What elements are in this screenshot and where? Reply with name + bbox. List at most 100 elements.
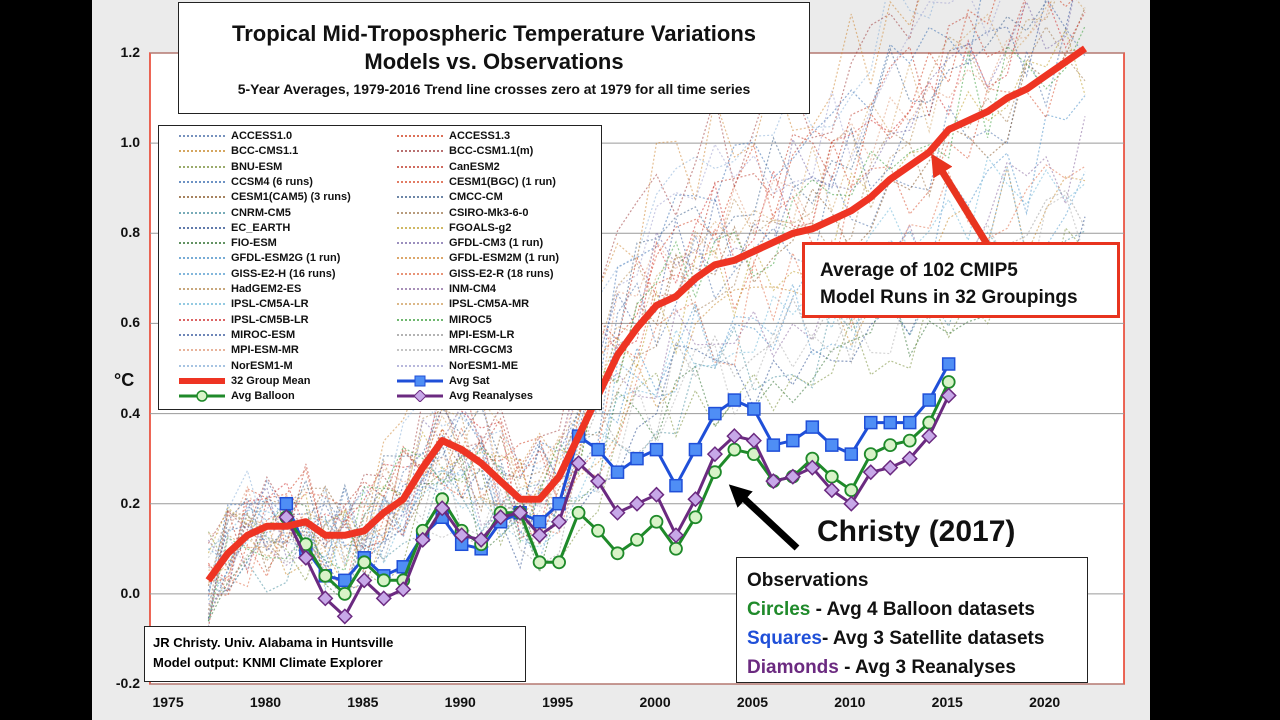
y-tick-label: 0.4 [120, 404, 140, 421]
legend-item: Avg Balloon [179, 389, 295, 403]
legend-swatch [397, 135, 443, 137]
legend-item: MPI-ESM-MR [179, 343, 299, 357]
model-run-line [207, 0, 920, 615]
model-run-line [208, 0, 1086, 582]
squares-key: Squares [747, 628, 822, 649]
balloon-point [902, 433, 917, 448]
legend-swatch [397, 242, 443, 244]
reanalysis-point [395, 581, 412, 598]
observations-circles: Circles - Avg 4 Balloon datasets [747, 595, 1077, 624]
legend-swatch [397, 288, 443, 290]
balloon-point [649, 514, 664, 529]
x-tick-label: 2015 [931, 694, 963, 710]
reanalysis-point [297, 549, 314, 566]
legend-item: MIROC-ESM [179, 328, 295, 342]
balloon-point [337, 586, 352, 601]
circles-key: Circles [747, 599, 811, 620]
balloon-point [318, 568, 333, 583]
sat-point [941, 357, 956, 371]
sat-point [747, 402, 761, 416]
reanalysis-point [823, 482, 840, 499]
balloon-point [532, 555, 547, 570]
model-run-line [207, 7, 1086, 587]
reanalysis-point [609, 504, 626, 521]
balloon-point [863, 447, 878, 462]
reanalysis-point [414, 531, 431, 548]
legend-swatch [397, 211, 443, 214]
reanalysis-point [901, 450, 918, 467]
chart-plot [149, 0, 1125, 685]
legend-swatch [397, 227, 443, 229]
legend-item: BCC-CSM1.1(m) [397, 144, 533, 158]
reanalysis-point [862, 464, 879, 481]
circles-text: - Avg 4 Balloon datasets [810, 599, 1035, 620]
chart-caption: 5-Year Averages, 1979-2016 Trend line cr… [237, 81, 751, 97]
legend-item: IPSL-CM5A-MR [397, 297, 529, 311]
balloon-point [591, 523, 605, 538]
legend-swatch [179, 349, 225, 351]
legend-item: CNRM-CM5 [179, 206, 291, 220]
legend-swatch [179, 272, 225, 275]
legend-swatch [179, 364, 225, 367]
reanalysis-point [531, 527, 548, 544]
credit-line2: Model output: KNMI Climate Explorer [153, 655, 383, 670]
sat-point [766, 438, 781, 452]
model-average-line1: Average of 102 CMIP5 [820, 260, 1018, 281]
legend-swatch [397, 196, 443, 198]
model-run-line [207, 26, 1086, 622]
balloon-point [630, 532, 644, 547]
legend-item: NorESM1-M [179, 359, 293, 373]
x-tick-label: 2005 [736, 694, 769, 710]
x-tick-label: 2020 [1029, 694, 1061, 710]
legend-swatch [179, 181, 225, 183]
sat-point [844, 447, 859, 461]
legend-item: NorESM1-ME [397, 359, 518, 373]
x-tick-label: 1990 [444, 694, 476, 710]
sat-point [630, 451, 644, 466]
reanalysis-point [336, 608, 353, 625]
legend-swatch [179, 334, 225, 336]
reanalysis-point [745, 432, 762, 449]
legend-item: CMCC-CM [397, 190, 503, 204]
y-tick-label: 1.0 [120, 134, 140, 151]
observations-diamonds: Diamonds - Avg 3 Reanalyses [747, 653, 1077, 682]
x-tick-label: 1995 [542, 694, 574, 710]
chart-title-box: Tropical Mid-Tropospheric Temperature Va… [178, 2, 810, 114]
legend-swatch [397, 150, 443, 153]
chart-subtitle: Models vs. Observations [364, 49, 624, 74]
y-tick-label: 0.2 [120, 494, 140, 511]
model-run-line [207, 0, 1001, 615]
balloon-point [376, 573, 391, 588]
balloon-point [571, 505, 586, 520]
legend-item: MIROC5 [397, 313, 492, 327]
legend-swatch [179, 196, 225, 198]
y-tick-label: -0.2 [115, 675, 140, 691]
balloon-point [552, 555, 566, 570]
observations-title: Observations [747, 570, 869, 591]
legend-item: CESM1(CAM5) (3 runs) [179, 190, 351, 204]
sat-point [279, 496, 294, 511]
reanalysis-point [356, 572, 373, 589]
legend-item: GFDL-CM3 (1 run) [397, 236, 543, 250]
legend-item: CSIRO-Mk3-6-0 [397, 206, 528, 220]
legend-item: 32 Group Mean [179, 374, 310, 388]
sat-point [669, 478, 683, 493]
legend-swatch [397, 181, 443, 183]
legend-item: Avg Sat [397, 374, 490, 388]
reanalysis-point [765, 473, 782, 490]
legend-item: INM-CM4 [397, 282, 496, 296]
legend-swatch [179, 242, 225, 244]
x-tick-label: 1975 [152, 694, 184, 710]
legend-item: GFDL-ESM2M (1 run) [397, 251, 559, 265]
balloon-point [357, 555, 372, 570]
sat-point [688, 442, 703, 457]
legend-swatch [179, 377, 225, 384]
model-run-line [207, 216, 1086, 593]
legend-swatch [397, 349, 443, 351]
diamonds-text: - Avg 3 Reanalyses [838, 657, 1016, 678]
credit-line1: JR Christy. Univ. Alabama in Huntsville [153, 635, 394, 650]
legend-item: MPI-ESM-LR [397, 328, 514, 342]
reanalysis-point [940, 387, 957, 404]
sat-point [591, 442, 605, 457]
reanalysis-point [706, 446, 723, 463]
